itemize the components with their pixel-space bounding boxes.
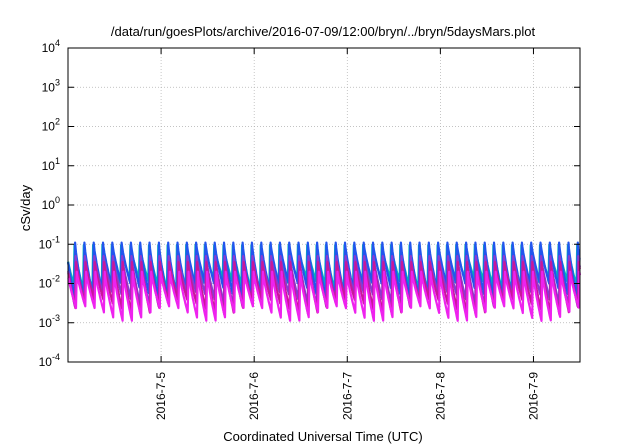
- series-5: [67, 270, 581, 322]
- y-tick-exponent: -2: [52, 274, 60, 284]
- x-tick-label: 2016-7-5: [154, 372, 168, 420]
- y-tick-exponent: 4: [55, 38, 60, 48]
- x-axis: 2016-7-5 2016-7-6 2016-7-7 2016-7-8 2016-7-9: [154, 48, 540, 420]
- x-axis-label: Coordinated Universal Time (UTC): [223, 429, 422, 444]
- y-axis-label: cSv/day: [18, 184, 33, 231]
- grid: [68, 48, 580, 362]
- chart-title: /data/run/goesPlots/archive/2016-07-09/1…: [111, 24, 536, 39]
- y-tick-exponent: 3: [55, 77, 60, 87]
- x-tick-label: 2016-7-8: [433, 372, 447, 420]
- y-tick-label: 101: [42, 156, 60, 173]
- x-tick-label: 2016-7-7: [340, 372, 354, 420]
- y-tick-label: 104: [42, 38, 60, 55]
- y-tick-label: 10-1: [39, 234, 60, 251]
- y-tick-exponent: 1: [55, 156, 60, 166]
- y-tick-exponent: 2: [55, 117, 60, 127]
- y-tick-label: 10-2: [39, 274, 60, 291]
- x-tick-label: 2016-7-6: [247, 372, 261, 420]
- series-2: [67, 241, 581, 301]
- y-tick-label: 102: [42, 117, 60, 134]
- y-tick-label: 100: [42, 195, 60, 212]
- y-tick-label: 10-4: [39, 352, 60, 369]
- y-tick-label: 103: [42, 77, 60, 94]
- y-tick-exponent: 0: [55, 195, 60, 205]
- y-tick-exponent: -4: [52, 352, 60, 362]
- series-layer: [67, 241, 581, 322]
- x-tick-label: 2016-7-9: [526, 372, 540, 420]
- y-tick-exponent: -3: [52, 313, 60, 323]
- series-line: [67, 270, 581, 322]
- y-tick-label: 10-3: [39, 313, 60, 330]
- y-tick-exponent: -1: [52, 234, 60, 244]
- series-line: [67, 241, 581, 301]
